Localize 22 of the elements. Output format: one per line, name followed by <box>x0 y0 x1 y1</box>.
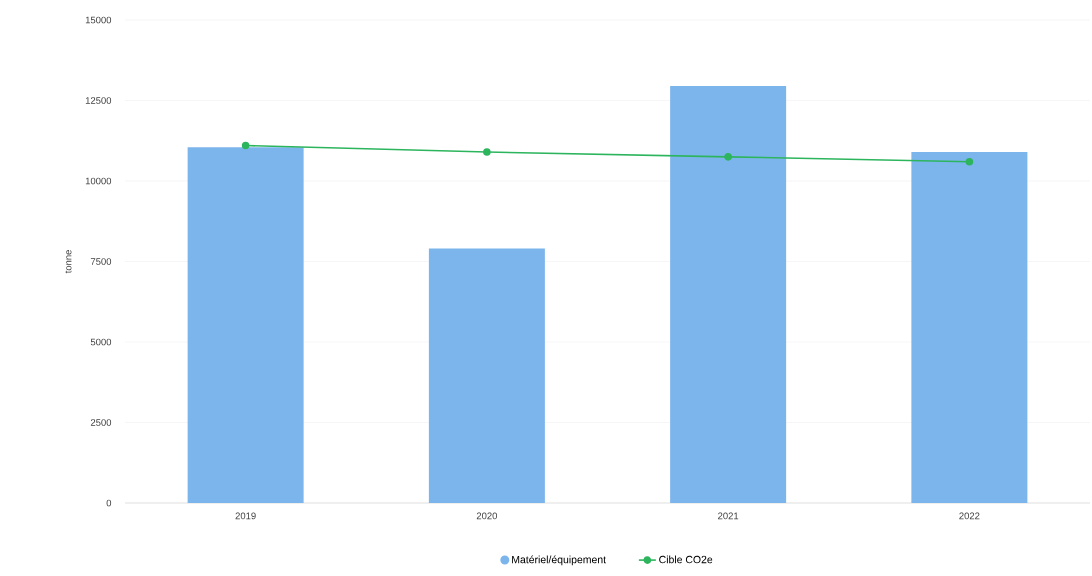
y-tick-label: 5000 <box>90 338 112 346</box>
y-tick-label: 12500 <box>85 97 112 104</box>
y-tick-label: 15000 <box>85 16 112 24</box>
x-tick-label: 2021 <box>718 512 739 520</box>
legend-label: Cible CO2e <box>659 555 713 564</box>
point <box>483 148 491 156</box>
y-tick-label: 0 <box>106 499 112 507</box>
point <box>724 153 732 161</box>
legend-label: Matériel/équipement <box>512 555 606 566</box>
y-tick-label: 2500 <box>90 419 112 426</box>
point <box>241 141 250 150</box>
x-tick-label: 2020 <box>476 512 498 520</box>
y-axis-title: tonne <box>65 250 72 274</box>
x-tick-label: 2022 <box>959 512 980 520</box>
x-tick-label: 2019 <box>235 512 256 520</box>
y-tick-label: 7500 <box>90 258 112 265</box>
y-tick-label: 10000 <box>85 177 112 185</box>
point <box>965 157 974 166</box>
bar <box>187 147 304 503</box>
bar <box>670 86 787 503</box>
bar <box>911 152 1028 503</box>
bar <box>428 248 545 503</box>
